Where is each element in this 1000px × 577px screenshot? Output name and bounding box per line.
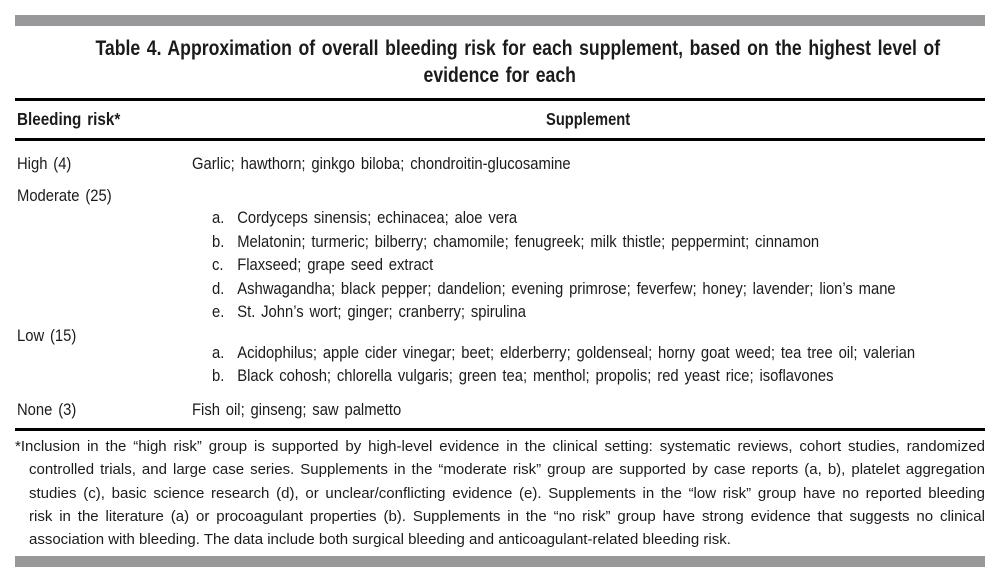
bottom-divider-bar [15,556,985,568]
supplement-list-item: c. Flaxseed; grape seed extract [212,253,985,277]
supplement-cell-none-text: Fish oil; ginseng; saw palmetto [192,399,402,419]
risk-row-high: High (4) Garlic; hawthorn; ginkgo biloba… [15,141,985,176]
footnote-line: *Inclusion in the “high risk” group is s… [15,438,985,455]
supplement-list-item: e. St. John’s wort; ginger; cranberry; sp… [212,300,985,324]
risk-label-high: High (4) [15,152,192,176]
list-item-text: Acidophilus; apple cider vinegar; beet; … [237,342,916,362]
risk-label-high-text: High (4) [17,154,72,173]
table-title-line-1: Table 4. Approximation of overall bleedi… [15,35,985,62]
list-item-text: Cordyceps sinensis; echinacea; aloe vera [237,208,518,227]
risk-label-low: Low (15) [15,324,192,388]
list-item-letter: a. [212,208,225,227]
supplement-cell-high: Garlic; hawthorn; ginkgo biloba; chondro… [192,152,985,176]
table-title-line-2-text: evidence for each [423,64,577,87]
column-header-bleeding-risk-text: Bleeding risk* [17,109,121,129]
table-title: Table 4. Approximation of overall bleedi… [15,35,985,89]
risk-label-moderate: Moderate (25) [15,184,192,324]
supplement-cell-high-text: Garlic; hawthorn; ginkgo biloba; chondro… [192,154,571,173]
list-item-text: St. John’s wort; ginger; cranberry; spir… [237,302,526,321]
rule-below-header [15,138,985,141]
footnote-line: association with bleeding. The data incl… [29,531,731,549]
list-item-text: Flaxseed; grape seed extract [237,255,434,274]
risk-row-none: None (3) Fish oil; ginseng; saw palmetto [15,398,985,422]
table-body: High (4) Garlic; hawthorn; ginkgo biloba… [15,141,985,421]
supplement-list-item: b. Black cohosh; chlorella vulgaris; gree… [212,364,985,388]
rule-above-footnote [15,428,985,431]
list-item-text: Black cohosh; chlorella vulgaris; green … [237,366,834,385]
list-item-letter: a. [212,342,225,362]
footnote-line: controlled trials, and large case series… [29,461,985,479]
risk-label-none-text: None (3) [17,399,77,419]
risk-label-none: None (3) [15,398,192,422]
supplement-cell-moderate: a. Cordyceps sinensis; echinacea; aloe ve… [192,184,985,324]
top-divider-bar [15,15,985,26]
table-title-line-1-text: Table 4. Approximation of overall bleedi… [95,37,941,60]
list-item-letter: b. [212,366,225,385]
supplement-list-item: b. Melatonin; turmeric; bilberry; chamomi… [212,230,985,254]
list-item-letter: b. [212,231,225,251]
column-header-bleeding-risk: Bleeding risk* [15,109,192,130]
risk-label-low-text: Low (15) [17,325,77,345]
risk-row-moderate: Moderate (25) a. Cordyceps sinensis; echi… [15,184,985,324]
footnote-line: risk in the literature (a) or procoagula… [29,507,985,525]
footnote-line: studies (c), basic science research (d),… [29,484,985,502]
supplement-list-low: a. Acidophilus; apple cider vinegar; beet… [192,324,985,388]
list-item-text: Melatonin; turmeric; bilberry; chamomile… [237,231,820,251]
supplement-list-moderate: a. Cordyceps sinensis; echinacea; aloe ve… [192,184,985,324]
table-title-line-2: evidence for each [15,62,985,89]
list-item-letter: d. [212,278,225,298]
list-item-text: Ashwagandha; black pepper; dandelion; ev… [237,278,896,298]
supplement-cell-low: a. Acidophilus; apple cider vinegar; beet… [192,324,985,388]
risk-label-moderate-text: Moderate (25) [17,185,112,205]
column-header-supplement: Supplement [192,109,985,130]
column-header-supplement-text: Supplement [546,109,631,129]
rule-below-title [15,98,985,101]
supplement-list-item: d. Ashwagandha; black pepper; dandelion; … [212,277,985,301]
supplement-cell-none: Fish oil; ginseng; saw palmetto [192,398,985,422]
table-footnote: *Inclusion in the “high risk” group is s… [15,435,985,551]
supplement-list-item: a. Cordyceps sinensis; echinacea; aloe ve… [212,206,985,230]
list-item-letter: e. [212,302,225,321]
risk-row-low: Low (15) a. Acidophilus; apple cider vine… [15,324,985,388]
list-item-letter: c. [212,255,224,274]
supplement-list-item: a. Acidophilus; apple cider vinegar; beet… [212,341,985,365]
table-header-row: Bleeding risk* Supplement [15,101,985,138]
